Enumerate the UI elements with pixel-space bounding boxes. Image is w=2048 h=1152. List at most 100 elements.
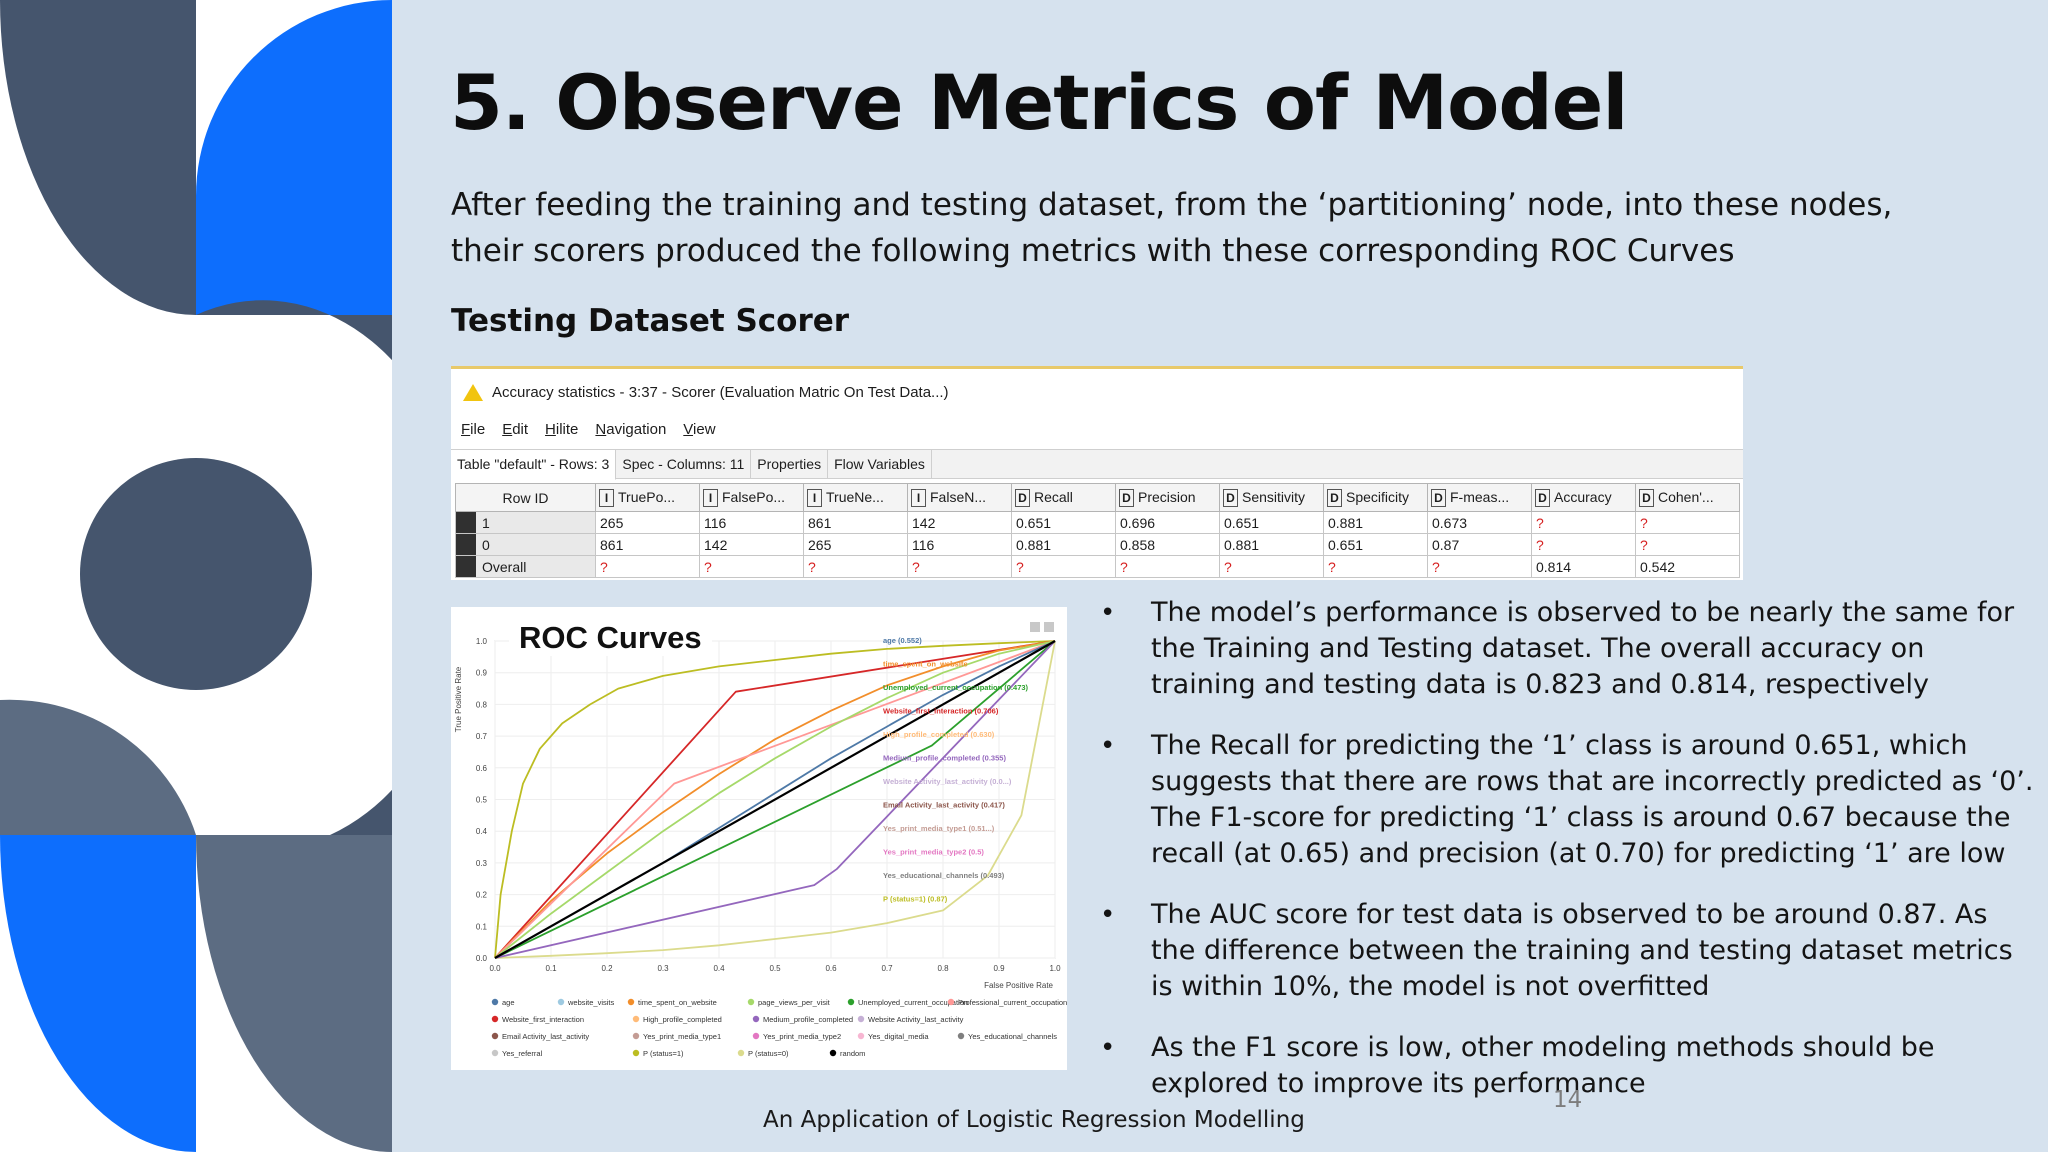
zoom-icon [1030,622,1040,632]
roc-annotation-label: Yes_educational_channels (0.493) [883,871,1005,880]
tab-flow-variables[interactable]: Flow Variables [828,450,932,478]
table-cell: 0.881 [1219,533,1324,556]
table-cell: ? [595,555,700,578]
slate-half-shape [0,699,196,835]
tab-spec[interactable]: Spec - Columns: 11 [616,450,752,478]
column-header[interactable]: D Specificity [1323,483,1428,512]
bullet-item: The Recall for predicting the ‘1’ class … [1095,728,2035,872]
legend-entry: random [840,1049,865,1058]
x-tick-label: 1.0 [1049,964,1061,973]
column-header[interactable]: I FalsePo... [699,483,804,512]
column-header[interactable]: D F-meas... [1427,483,1532,512]
legend-marker [752,1032,760,1040]
legend-entry: Yes_educational_channels [968,1032,1057,1041]
slide-title: 5. Observe Metrics of Model [450,58,1628,147]
tab-bar: Table "default" - Rows: 3 Spec - Columns… [451,449,1743,480]
table-cell: 861 [803,511,908,534]
menu-file[interactable]: File [461,421,486,438]
y-tick-label: 0.9 [476,669,488,678]
blue-leaf-shape [0,835,196,1152]
column-header[interactable]: D Cohen'... [1635,483,1740,512]
menu-hilite[interactable]: Hilite [545,421,579,438]
column-header[interactable]: Row ID [455,483,596,512]
table-cell: 0.651 [1323,533,1428,556]
legend-marker [747,998,755,1006]
column-header-label: FalsePo... [722,488,786,505]
x-tick-label: 0.1 [545,964,557,973]
table-row[interactable]: 0 861 142 265 116 0.881 0.858 0.881 0.651 0.87?? [455,533,1740,556]
column-type-icon: D [1639,488,1654,507]
settings-icon [1044,622,1054,632]
column-header-label: Accuracy [1554,488,1612,505]
roc-panel: 0.0 0.1 0.2 0.3 0.4 0.5 0.6 0.7 0.8 0.9 1.0 0.0 0.1 0… [451,607,1067,1070]
table-cell: ? [1531,511,1636,534]
roc-annotation-label: Medium_profile_completed (0.355) [883,754,1006,763]
legend-entry: Medium_profile_completed [763,1015,853,1024]
roc-annotation-label: Website_first_interaction (0.706) [883,707,999,716]
table-cell: 0.881 [1323,511,1428,534]
column-header-label: TruePo... [618,488,676,505]
column-type-icon: D [1015,488,1030,507]
menu-view[interactable]: View [683,421,716,438]
bullet-list: The model’s performance is observed to b… [1095,595,2035,1127]
column-header[interactable]: D Accuracy [1531,483,1636,512]
roc-annotation-label: Email Activity_last_activity (0.417) [883,801,1005,810]
column-header[interactable]: D Sensitivity [1219,483,1324,512]
row-id-cell: 1 [455,511,596,534]
column-header[interactable]: D Recall [1011,483,1116,512]
y-tick-label: 0.1 [476,922,488,931]
table-cell: 116 [907,533,1012,556]
table-row[interactable]: 1 265 116 861 142 0.651 0.696 0.651 0.881 0.673?? [455,511,1740,534]
legend-entry: page_views_per_visit [758,998,831,1007]
tab-table[interactable]: Table "default" - Rows: 3 [451,450,617,480]
navy-leaf-shape [0,0,196,315]
menu-edit[interactable]: Edit [502,421,529,438]
blue-quarter-shape [196,0,392,315]
column-type-icon: D [1119,488,1134,507]
roc-annotation-label: time_spent_on_website [883,660,968,669]
column-header[interactable]: I TruePo... [595,483,700,512]
row-id-cell: 0 [455,533,596,556]
y-tick-label: 0.7 [476,732,488,741]
column-header[interactable]: I TrueNe... [803,483,908,512]
y-tick-label: 0.2 [476,891,488,900]
legend-entry: Yes_referral [502,1049,542,1058]
legend-entry: time_spent_on_website [638,998,717,1007]
column-header[interactable]: D Precision [1115,483,1220,512]
roc-annotation-label: Unemployed_current_occupation (0.473) [883,683,1029,692]
x-tick-label: 0.9 [993,964,1005,973]
decorative-shapes [0,0,392,1152]
column-type-icon: I [807,488,822,507]
legend-entry: Website Activity_last_activity [868,1015,964,1024]
slate-leaf-shape [196,835,392,1152]
table-row[interactable]: Overall????????? 0.814 0.542 [455,555,1740,578]
window-titlebar: Accuracy statistics - 3:37 - Scorer (Eva… [463,381,949,403]
table-cell: 0.696 [1115,511,1220,534]
legend-marker [632,1032,640,1040]
table-cell: ? [1635,511,1740,534]
table-cell: 0.87 [1427,533,1532,556]
menu-navigation[interactable]: Navigation [595,421,667,438]
legend-marker [632,1015,640,1023]
roc-heading: ROC Curves [509,620,712,656]
roc-series-line [494,640,1056,959]
roc-series-line [494,640,1056,959]
column-header-label: TrueNe... [826,488,884,505]
legend-marker [947,998,955,1006]
table-cell: ? [1427,555,1532,578]
warning-icon [463,383,483,401]
column-header[interactable]: I FalseN... [907,483,1012,512]
column-type-icon: I [911,488,926,507]
legend-marker [737,1049,745,1057]
column-header-label: F-meas... [1450,488,1510,505]
table-cell: ? [1011,555,1116,578]
table-cell: 0.673 [1427,511,1532,534]
legend-marker [557,998,565,1006]
x-tick-label: 0.4 [713,964,725,973]
table-cell: ? [803,555,908,578]
section-subheading: Testing Dataset Scorer [451,303,850,339]
intro-paragraph: After feeding the training and testing d… [451,187,1893,269]
x-axis-label: False Positive Rate [984,981,1053,990]
tab-properties[interactable]: Properties [751,450,829,478]
legend-marker [847,998,855,1006]
